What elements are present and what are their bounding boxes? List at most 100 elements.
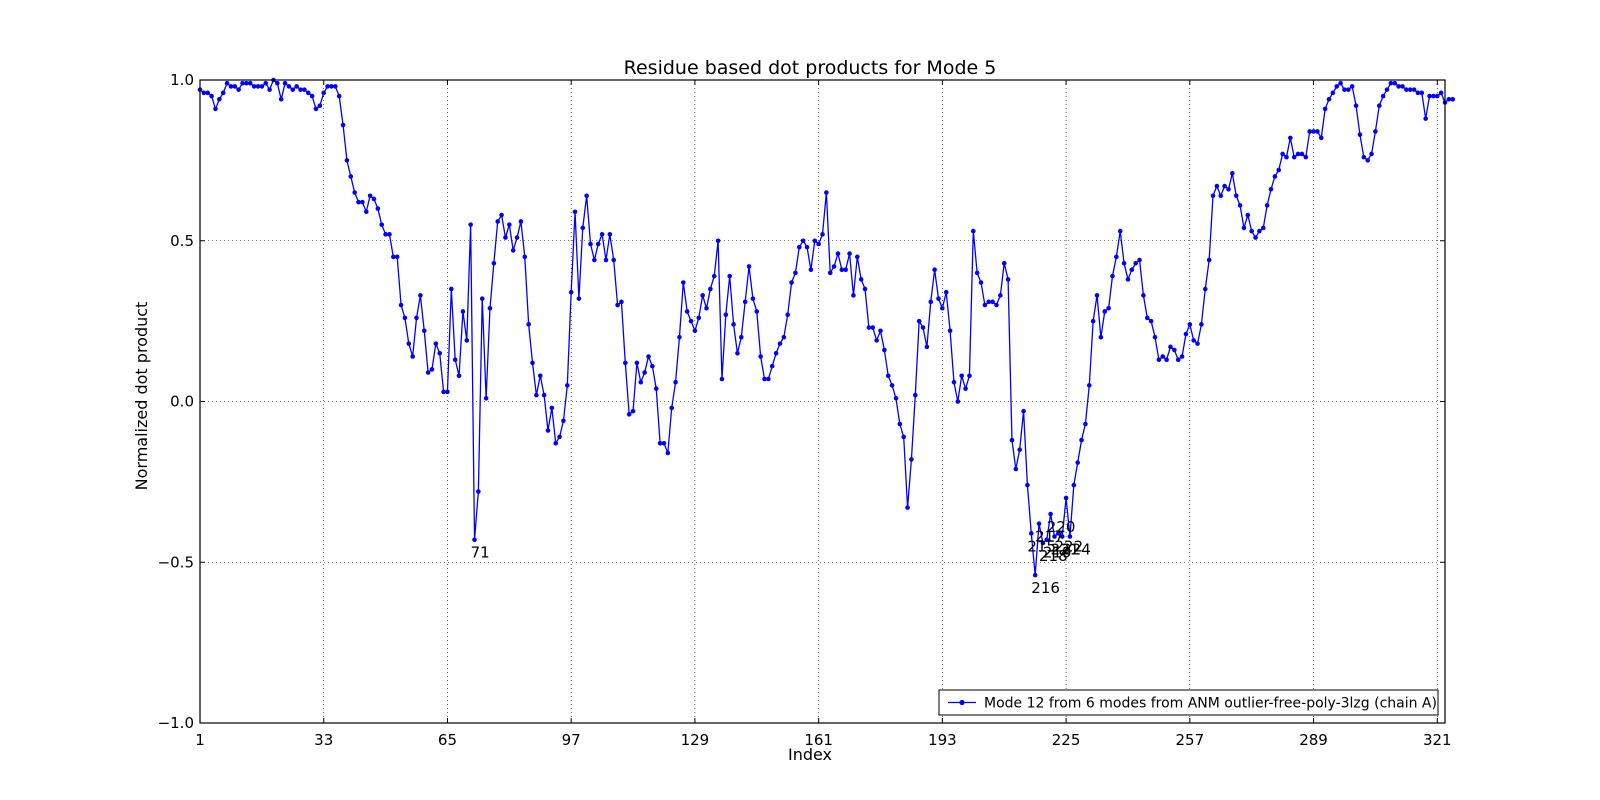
data-point: [1098, 334, 1104, 340]
data-point: [986, 299, 992, 305]
data-point: [893, 395, 899, 401]
data-point: [1338, 80, 1343, 86]
data-point: [766, 376, 771, 382]
point-annotation: 216: [1031, 579, 1060, 597]
data-point: [924, 344, 930, 350]
data-point: [1384, 87, 1390, 92]
data-point: [994, 302, 999, 308]
data-point: [974, 270, 980, 276]
data-point: [1450, 96, 1456, 102]
data-point: [650, 363, 655, 369]
data-point: [483, 395, 489, 401]
data-point: [460, 309, 466, 314]
data-point: [611, 257, 617, 263]
data-point: [1079, 437, 1084, 443]
y-axis-label: Normalized dot product: [132, 302, 151, 491]
data-point: [1013, 466, 1019, 472]
data-point: [1318, 135, 1324, 141]
x-tick-label: 65: [438, 731, 457, 749]
data-point: [804, 244, 810, 250]
x-axis-label: Index: [788, 745, 832, 764]
data-point: [1202, 286, 1208, 292]
data-point: [1253, 235, 1258, 240]
data-point: [1117, 228, 1123, 234]
data-point: [1005, 277, 1011, 282]
data-point: [445, 389, 450, 395]
data-point: [479, 296, 485, 301]
point-annotation: 71: [471, 544, 490, 562]
data-point: [313, 106, 319, 112]
data-point: [781, 334, 787, 340]
data-point: [723, 312, 729, 317]
series-layer: [197, 77, 1456, 578]
data-point: [1280, 151, 1285, 157]
data-point: [963, 386, 968, 391]
data-point: [812, 238, 818, 244]
data-point: [1423, 116, 1428, 121]
data-point: [518, 219, 524, 224]
data-point: [414, 315, 419, 321]
data-point: [851, 293, 856, 298]
data-point: [1056, 531, 1061, 536]
data-point: [464, 338, 470, 343]
data-point: [913, 392, 918, 398]
data-point: [595, 241, 601, 247]
data-point: [220, 90, 226, 96]
data-point: [526, 322, 531, 327]
data-point: [731, 322, 736, 327]
data-point: [507, 222, 512, 227]
data-point: [383, 232, 388, 237]
data-point: [1187, 322, 1193, 327]
data-point: [897, 421, 903, 427]
data-point: [1369, 151, 1374, 157]
data-point: [1260, 225, 1266, 231]
point-annotation: 224: [1062, 541, 1091, 559]
data-point: [1114, 254, 1119, 260]
data-point: [421, 328, 427, 334]
data-point: [793, 270, 798, 276]
data-point: [901, 434, 906, 440]
y-tick-label: 0.5: [170, 232, 194, 250]
data-point: [1411, 87, 1417, 92]
data-point: [294, 84, 299, 89]
data-point: [1110, 273, 1115, 279]
data-point: [1264, 203, 1270, 208]
data-point: [839, 267, 845, 272]
data-point: [1249, 228, 1254, 234]
data-point: [1376, 103, 1382, 109]
data-point: [387, 232, 392, 237]
data-point: [1396, 84, 1401, 89]
data-point: [317, 103, 323, 109]
data-point: [360, 199, 365, 205]
data-point: [928, 299, 934, 305]
data-point: [499, 212, 504, 218]
data-point: [665, 450, 671, 456]
data-point: [259, 84, 265, 89]
data-point: [1303, 154, 1309, 160]
data-point: [333, 84, 338, 89]
data-point: [920, 325, 926, 330]
data-point: [348, 174, 354, 179]
data-point: [843, 267, 848, 272]
data-point: [487, 305, 493, 311]
data-point: [1400, 84, 1405, 89]
data-point: [1365, 158, 1370, 163]
data-point: [278, 96, 284, 102]
data-point: [286, 84, 292, 89]
data-point: [967, 373, 972, 379]
data-point: [352, 190, 357, 195]
data-point: [1044, 537, 1050, 543]
data-point: [371, 196, 377, 202]
data-point: [302, 87, 307, 92]
data-point: [870, 325, 876, 330]
data-point: [1295, 151, 1301, 157]
data-point: [232, 84, 238, 89]
data-point: [855, 254, 860, 260]
data-point: [1373, 129, 1378, 134]
data-point: [1086, 383, 1092, 388]
data-point: [858, 277, 864, 282]
point-annotation: 217: [1035, 528, 1064, 546]
data-point: [375, 206, 381, 211]
data-point: [816, 241, 821, 247]
legend: Mode 12 from 6 modes from ANM outlier-fr…: [938, 689, 1439, 716]
